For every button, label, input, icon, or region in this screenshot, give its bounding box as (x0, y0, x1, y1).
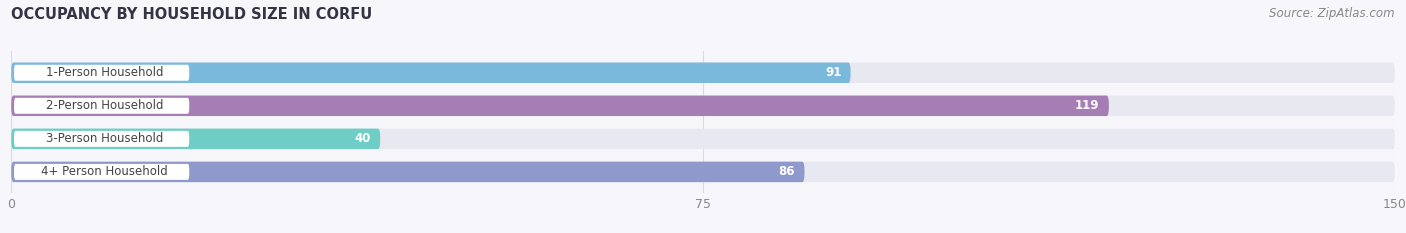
Text: 91: 91 (825, 66, 841, 79)
Text: 119: 119 (1076, 99, 1099, 112)
Text: 1-Person Household: 1-Person Household (45, 66, 163, 79)
FancyBboxPatch shape (11, 96, 1395, 116)
Text: OCCUPANCY BY HOUSEHOLD SIZE IN CORFU: OCCUPANCY BY HOUSEHOLD SIZE IN CORFU (11, 7, 373, 22)
Text: 86: 86 (779, 165, 796, 178)
FancyBboxPatch shape (14, 65, 190, 81)
FancyBboxPatch shape (11, 129, 1395, 149)
Text: 2-Person Household: 2-Person Household (45, 99, 163, 112)
FancyBboxPatch shape (11, 162, 1395, 182)
FancyBboxPatch shape (14, 98, 190, 114)
Text: 4+ Person Household: 4+ Person Household (41, 165, 167, 178)
FancyBboxPatch shape (11, 62, 851, 83)
Text: 3-Person Household: 3-Person Household (46, 132, 163, 145)
Text: 40: 40 (354, 132, 371, 145)
FancyBboxPatch shape (11, 96, 1109, 116)
FancyBboxPatch shape (11, 129, 380, 149)
FancyBboxPatch shape (14, 131, 190, 147)
FancyBboxPatch shape (11, 62, 1395, 83)
Text: Source: ZipAtlas.com: Source: ZipAtlas.com (1270, 7, 1395, 20)
FancyBboxPatch shape (11, 162, 804, 182)
FancyBboxPatch shape (14, 164, 190, 180)
